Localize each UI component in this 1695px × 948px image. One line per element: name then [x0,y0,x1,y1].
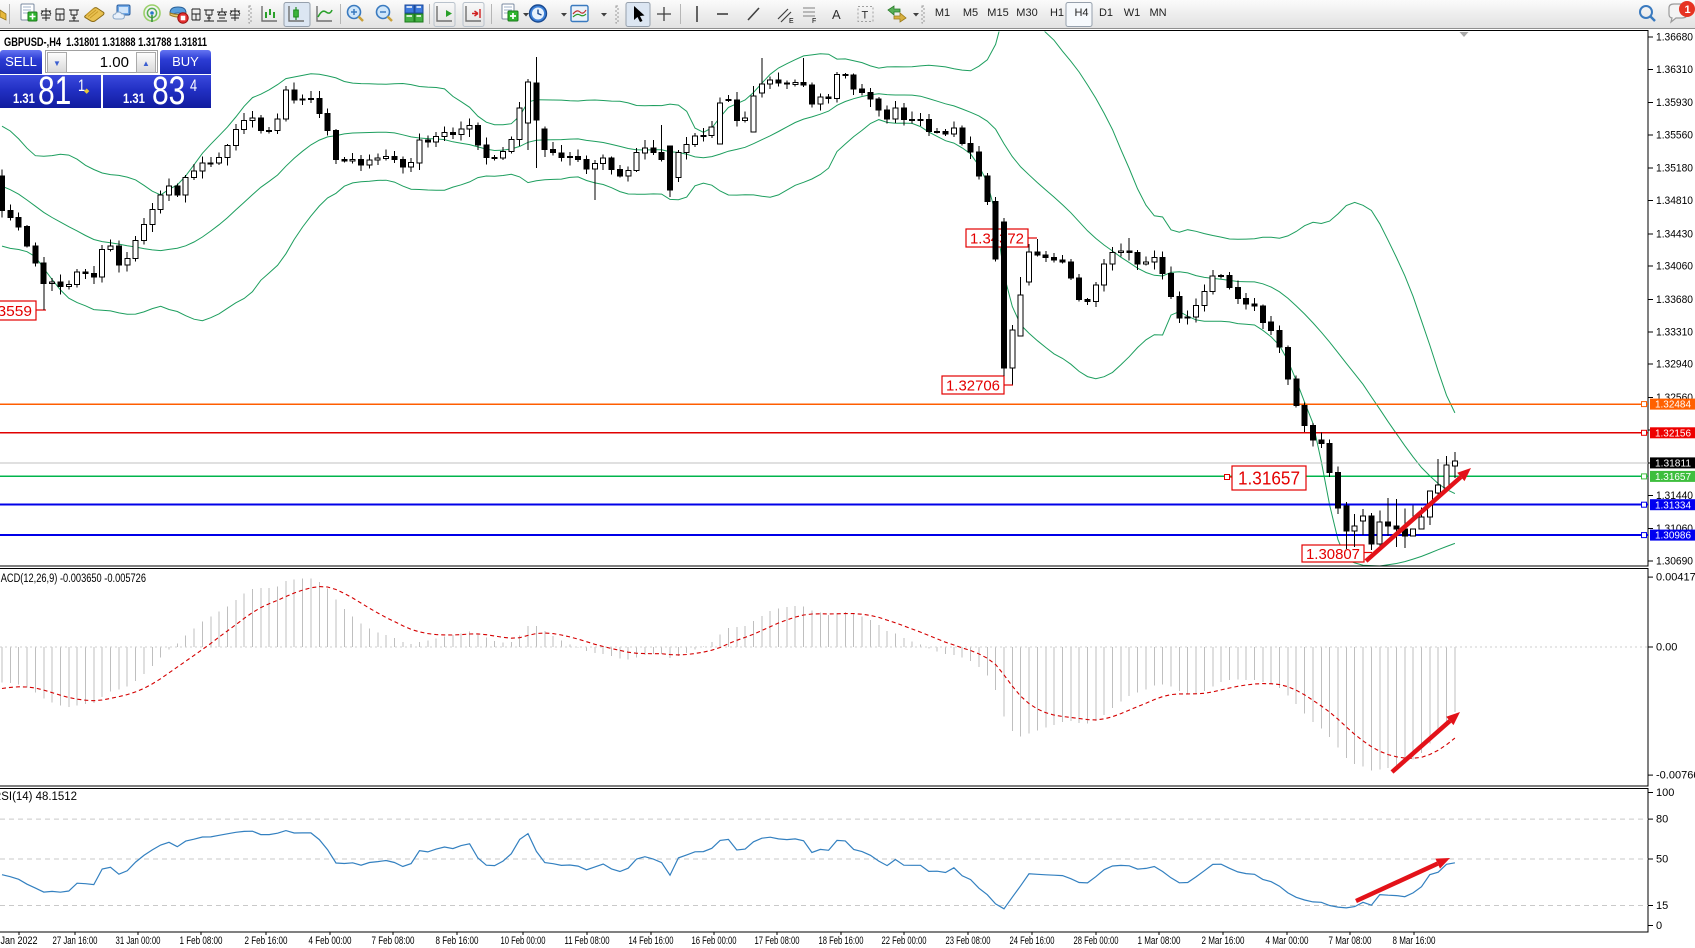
svg-text:2 Mar 16:00: 2 Mar 16:00 [1202,935,1245,947]
svg-text:23 Feb 08:00: 23 Feb 08:00 [946,935,991,947]
svg-text:1.36310: 1.36310 [1656,64,1693,76]
svg-text:4 Mar 00:00: 4 Mar 00:00 [1266,935,1309,947]
svg-text:GBPUSD-,H4 1.31801 1.31888 1.: GBPUSD-,H4 1.31801 1.31888 1.31788 1.318… [4,35,207,49]
svg-text:1.32706: 1.32706 [946,377,1000,394]
svg-text:1.30807: 1.30807 [1306,546,1360,563]
svg-text:11 Feb 08:00: 11 Feb 08:00 [565,935,610,947]
svg-text:100: 100 [1656,787,1674,799]
svg-text:1.35180: 1.35180 [1656,163,1693,175]
svg-text:1.34430: 1.34430 [1656,228,1693,240]
svg-text:1.35930: 1.35930 [1656,97,1693,109]
svg-text:31 Jan 00:00: 31 Jan 00:00 [116,935,161,947]
svg-text:1.32484: 1.32484 [1655,400,1691,411]
svg-text:1.31657: 1.31657 [1655,472,1691,483]
svg-text:MACD(12,26,9) -0.003650 -0.005: MACD(12,26,9) -0.003650 -0.005726 [0,573,146,585]
svg-text:1.31811: 1.31811 [1655,459,1691,470]
svg-text:1.33310: 1.33310 [1656,326,1693,338]
svg-text:16 Feb 00:00: 16 Feb 00:00 [692,935,737,947]
svg-text:1.34810: 1.34810 [1656,195,1693,207]
svg-text:2 Feb 16:00: 2 Feb 16:00 [245,935,288,947]
svg-text:27 Jan 16:00: 27 Jan 16:00 [53,935,98,947]
svg-text:0.00: 0.00 [1656,642,1677,654]
svg-text:28 Feb 00:00: 28 Feb 00:00 [1074,935,1119,947]
svg-text:Jan 2022: Jan 2022 [1,935,38,947]
svg-text:E: E [789,18,794,25]
svg-text:1.36680: 1.36680 [1656,32,1693,44]
svg-text:18 Feb 16:00: 18 Feb 16:00 [819,935,864,947]
svg-text:15: 15 [1656,900,1668,912]
svg-text:1.30690: 1.30690 [1656,556,1693,568]
svg-text:7 Feb 08:00: 7 Feb 08:00 [372,935,415,947]
svg-text:1.31657: 1.31657 [1238,468,1300,488]
svg-text:1.32940: 1.32940 [1656,359,1693,371]
svg-text:A: A [832,7,841,22]
svg-text:10 Feb 00:00: 10 Feb 00:00 [501,935,546,947]
svg-text:4 Feb 00:00: 4 Feb 00:00 [309,935,352,947]
svg-text:1.31334: 1.31334 [1655,500,1691,511]
svg-text:0: 0 [1656,920,1662,932]
svg-text:0.004179: 0.004179 [1656,572,1695,584]
svg-text:7 Mar 08:00: 7 Mar 08:00 [1329,935,1372,947]
svg-text:1.35560: 1.35560 [1656,130,1693,142]
svg-text:1 Feb 08:00: 1 Feb 08:00 [180,935,223,947]
svg-text:8 Mar 16:00: 8 Mar 16:00 [1393,935,1436,947]
svg-text:1.33680: 1.33680 [1656,294,1693,306]
svg-text:RSI(14) 48.1512: RSI(14) 48.1512 [0,791,77,803]
svg-text:1.31440: 1.31440 [1656,490,1693,502]
svg-text:1.30986: 1.30986 [1655,531,1691,542]
svg-text:1.34060: 1.34060 [1656,261,1693,273]
svg-text:T: T [862,10,869,22]
svg-text:8 Feb 16:00: 8 Feb 16:00 [436,935,479,947]
svg-text:17 Feb 08:00: 17 Feb 08:00 [755,935,800,947]
svg-text:14 Feb 16:00: 14 Feb 16:00 [629,935,674,947]
svg-text:24 Feb 16:00: 24 Feb 16:00 [1010,935,1055,947]
svg-text:1.33559: 1.33559 [0,303,32,320]
svg-text:-0.007666: -0.007666 [1656,770,1695,782]
svg-text:1.32156: 1.32156 [1655,428,1691,439]
svg-text:F: F [812,18,816,25]
svg-text:50: 50 [1656,854,1668,866]
svg-text:22 Feb 00:00: 22 Feb 00:00 [882,935,927,947]
svg-text:80: 80 [1656,814,1668,826]
svg-text:1: 1 [1685,4,1691,16]
svg-text:1 Mar 08:00: 1 Mar 08:00 [1138,935,1181,947]
